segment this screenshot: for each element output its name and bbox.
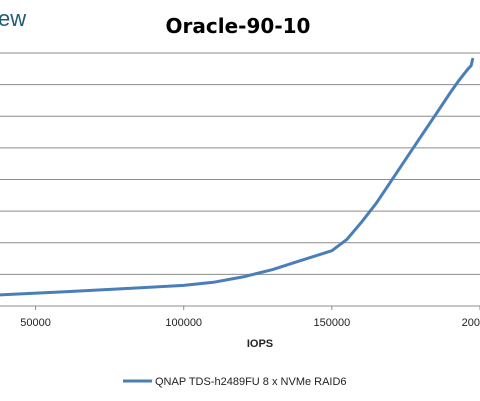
series-lines — [0, 57, 475, 297]
x-tick-label-2: 150000 — [313, 317, 350, 329]
series-line-0 — [0, 57, 475, 297]
x-tick-label-3: 200000 — [462, 317, 480, 329]
watermark-text: ew — [0, 6, 26, 31]
chart-title: Oracle-90-10 — [166, 14, 311, 38]
legend: QNAP TDS-h2489FU 8 x NVMe RAID6 — [123, 376, 347, 388]
x-tick-label-0: 50000 — [20, 317, 51, 329]
legend-label: QNAP TDS-h2489FU 8 x NVMe RAID6 — [155, 376, 347, 388]
gridlines — [0, 52, 480, 275]
x-tick-labels: 50000 100000 150000 200000 — [20, 317, 480, 329]
x-axis-title: IOPS — [247, 338, 273, 350]
axes — [0, 305, 480, 310]
x-tick-label-1: 100000 — [165, 317, 202, 329]
